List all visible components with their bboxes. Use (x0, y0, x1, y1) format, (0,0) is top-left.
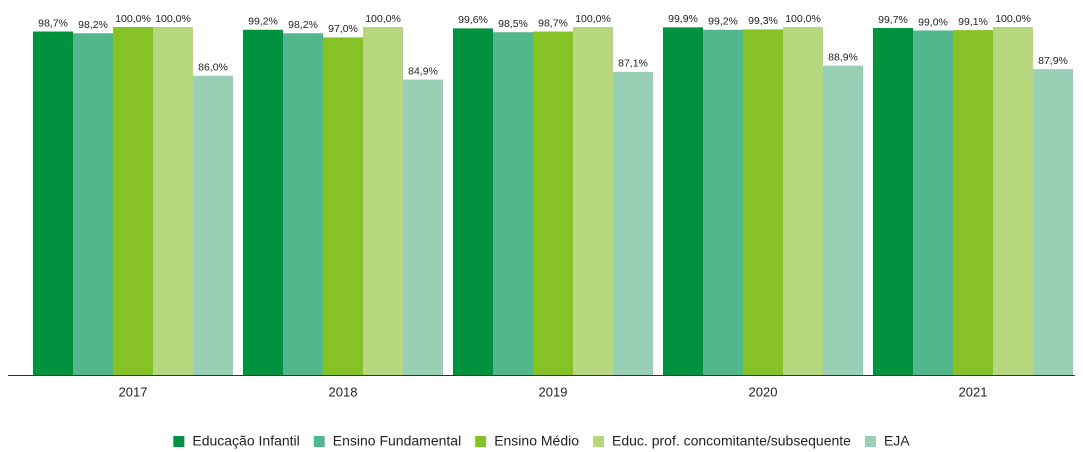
value-label: 100,0% (575, 13, 611, 25)
value-label: 87,1% (618, 58, 648, 70)
value-label: 88,9% (828, 51, 858, 63)
legend-label: Ensino Médio (494, 433, 579, 449)
value-label: 98,2% (288, 19, 318, 31)
x-tick-label: 2020 (749, 384, 778, 399)
value-label: 99,1% (958, 16, 988, 28)
legend-swatch (313, 436, 325, 447)
bar (33, 31, 73, 376)
bar (113, 27, 153, 375)
x-tick-label: 2018 (329, 384, 358, 399)
value-label: 86,0% (198, 62, 228, 74)
value-label: 84,9% (408, 65, 438, 77)
value-label: 99,0% (918, 16, 948, 28)
bar (533, 31, 573, 376)
bar (823, 65, 863, 376)
value-label: 100,0% (995, 13, 1031, 25)
bar (913, 30, 953, 375)
bar (873, 28, 913, 375)
value-label: 87,9% (1038, 55, 1068, 67)
x-tick-label: 2017 (119, 384, 148, 399)
legend-swatch (475, 436, 487, 447)
legend-swatch (864, 436, 876, 447)
bar (663, 27, 703, 376)
value-label: 98,2% (78, 19, 108, 31)
bar (193, 75, 233, 375)
bar (573, 27, 613, 375)
x-tick-label: 2019 (539, 384, 568, 399)
bar (953, 30, 993, 376)
bar (283, 33, 323, 375)
value-label: 99,6% (458, 14, 488, 26)
bar (993, 27, 1033, 375)
value-label: 100,0% (365, 13, 401, 25)
legend-swatch (593, 436, 605, 447)
legend-label: Ensino Fundamental (333, 433, 461, 449)
value-label: 98,7% (38, 17, 68, 29)
value-label: 98,5% (498, 18, 528, 30)
bar (743, 29, 783, 375)
bar (403, 79, 443, 375)
x-tick-label: 2021 (959, 384, 988, 399)
bar (453, 28, 493, 376)
bar (703, 29, 743, 376)
value-label: 100,0% (155, 13, 191, 25)
value-label: 100,0% (115, 13, 151, 25)
bar (363, 27, 403, 375)
bar (323, 37, 363, 375)
value-label: 99,9% (668, 13, 698, 25)
value-label: 99,2% (248, 16, 278, 28)
value-label: 99,7% (878, 14, 908, 26)
bar (613, 71, 653, 375)
value-label: 100,0% (785, 13, 821, 25)
legend-label: Educ. prof. concomitante/subsequente (612, 433, 851, 449)
legend-label: EJA (884, 433, 910, 449)
bar (73, 33, 113, 375)
bar (783, 27, 823, 375)
bar (493, 32, 533, 375)
legend-swatch (173, 436, 185, 447)
value-label: 97,0% (328, 23, 358, 35)
bar (153, 27, 193, 375)
legend-label: Educação Infantil (192, 433, 299, 449)
bar (1033, 69, 1073, 375)
value-label: 99,2% (708, 16, 738, 28)
value-label: 99,3% (748, 15, 778, 27)
value-label: 98,7% (538, 17, 568, 29)
bar (243, 29, 283, 376)
